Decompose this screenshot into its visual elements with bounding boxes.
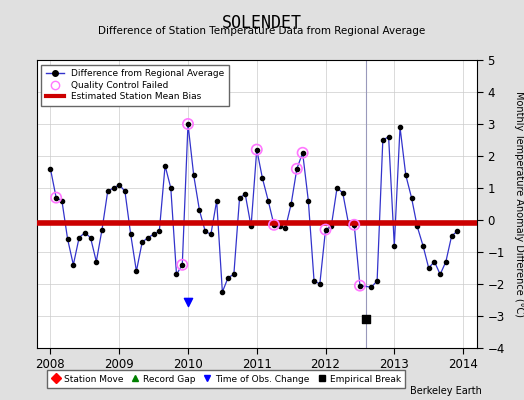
Point: [253, 146, 261, 153]
Point: [356, 282, 364, 289]
Point: [299, 150, 307, 156]
Y-axis label: Monthly Temperature Anomaly Difference (°C): Monthly Temperature Anomaly Difference (…: [514, 91, 524, 317]
Point: [52, 194, 60, 201]
Legend: Station Move, Record Gap, Time of Obs. Change, Empirical Break: Station Move, Record Gap, Time of Obs. C…: [47, 370, 406, 388]
Point: [184, 298, 192, 305]
Point: [293, 166, 301, 172]
Point: [362, 316, 370, 322]
Point: [178, 262, 187, 268]
Text: Berkeley Earth: Berkeley Earth: [410, 386, 482, 396]
Point: [270, 222, 278, 228]
Point: [321, 226, 330, 233]
Point: [350, 222, 358, 228]
Point: [184, 121, 192, 127]
Text: Difference of Station Temperature Data from Regional Average: Difference of Station Temperature Data f…: [99, 26, 425, 36]
Text: SOLENDET: SOLENDET: [222, 14, 302, 32]
